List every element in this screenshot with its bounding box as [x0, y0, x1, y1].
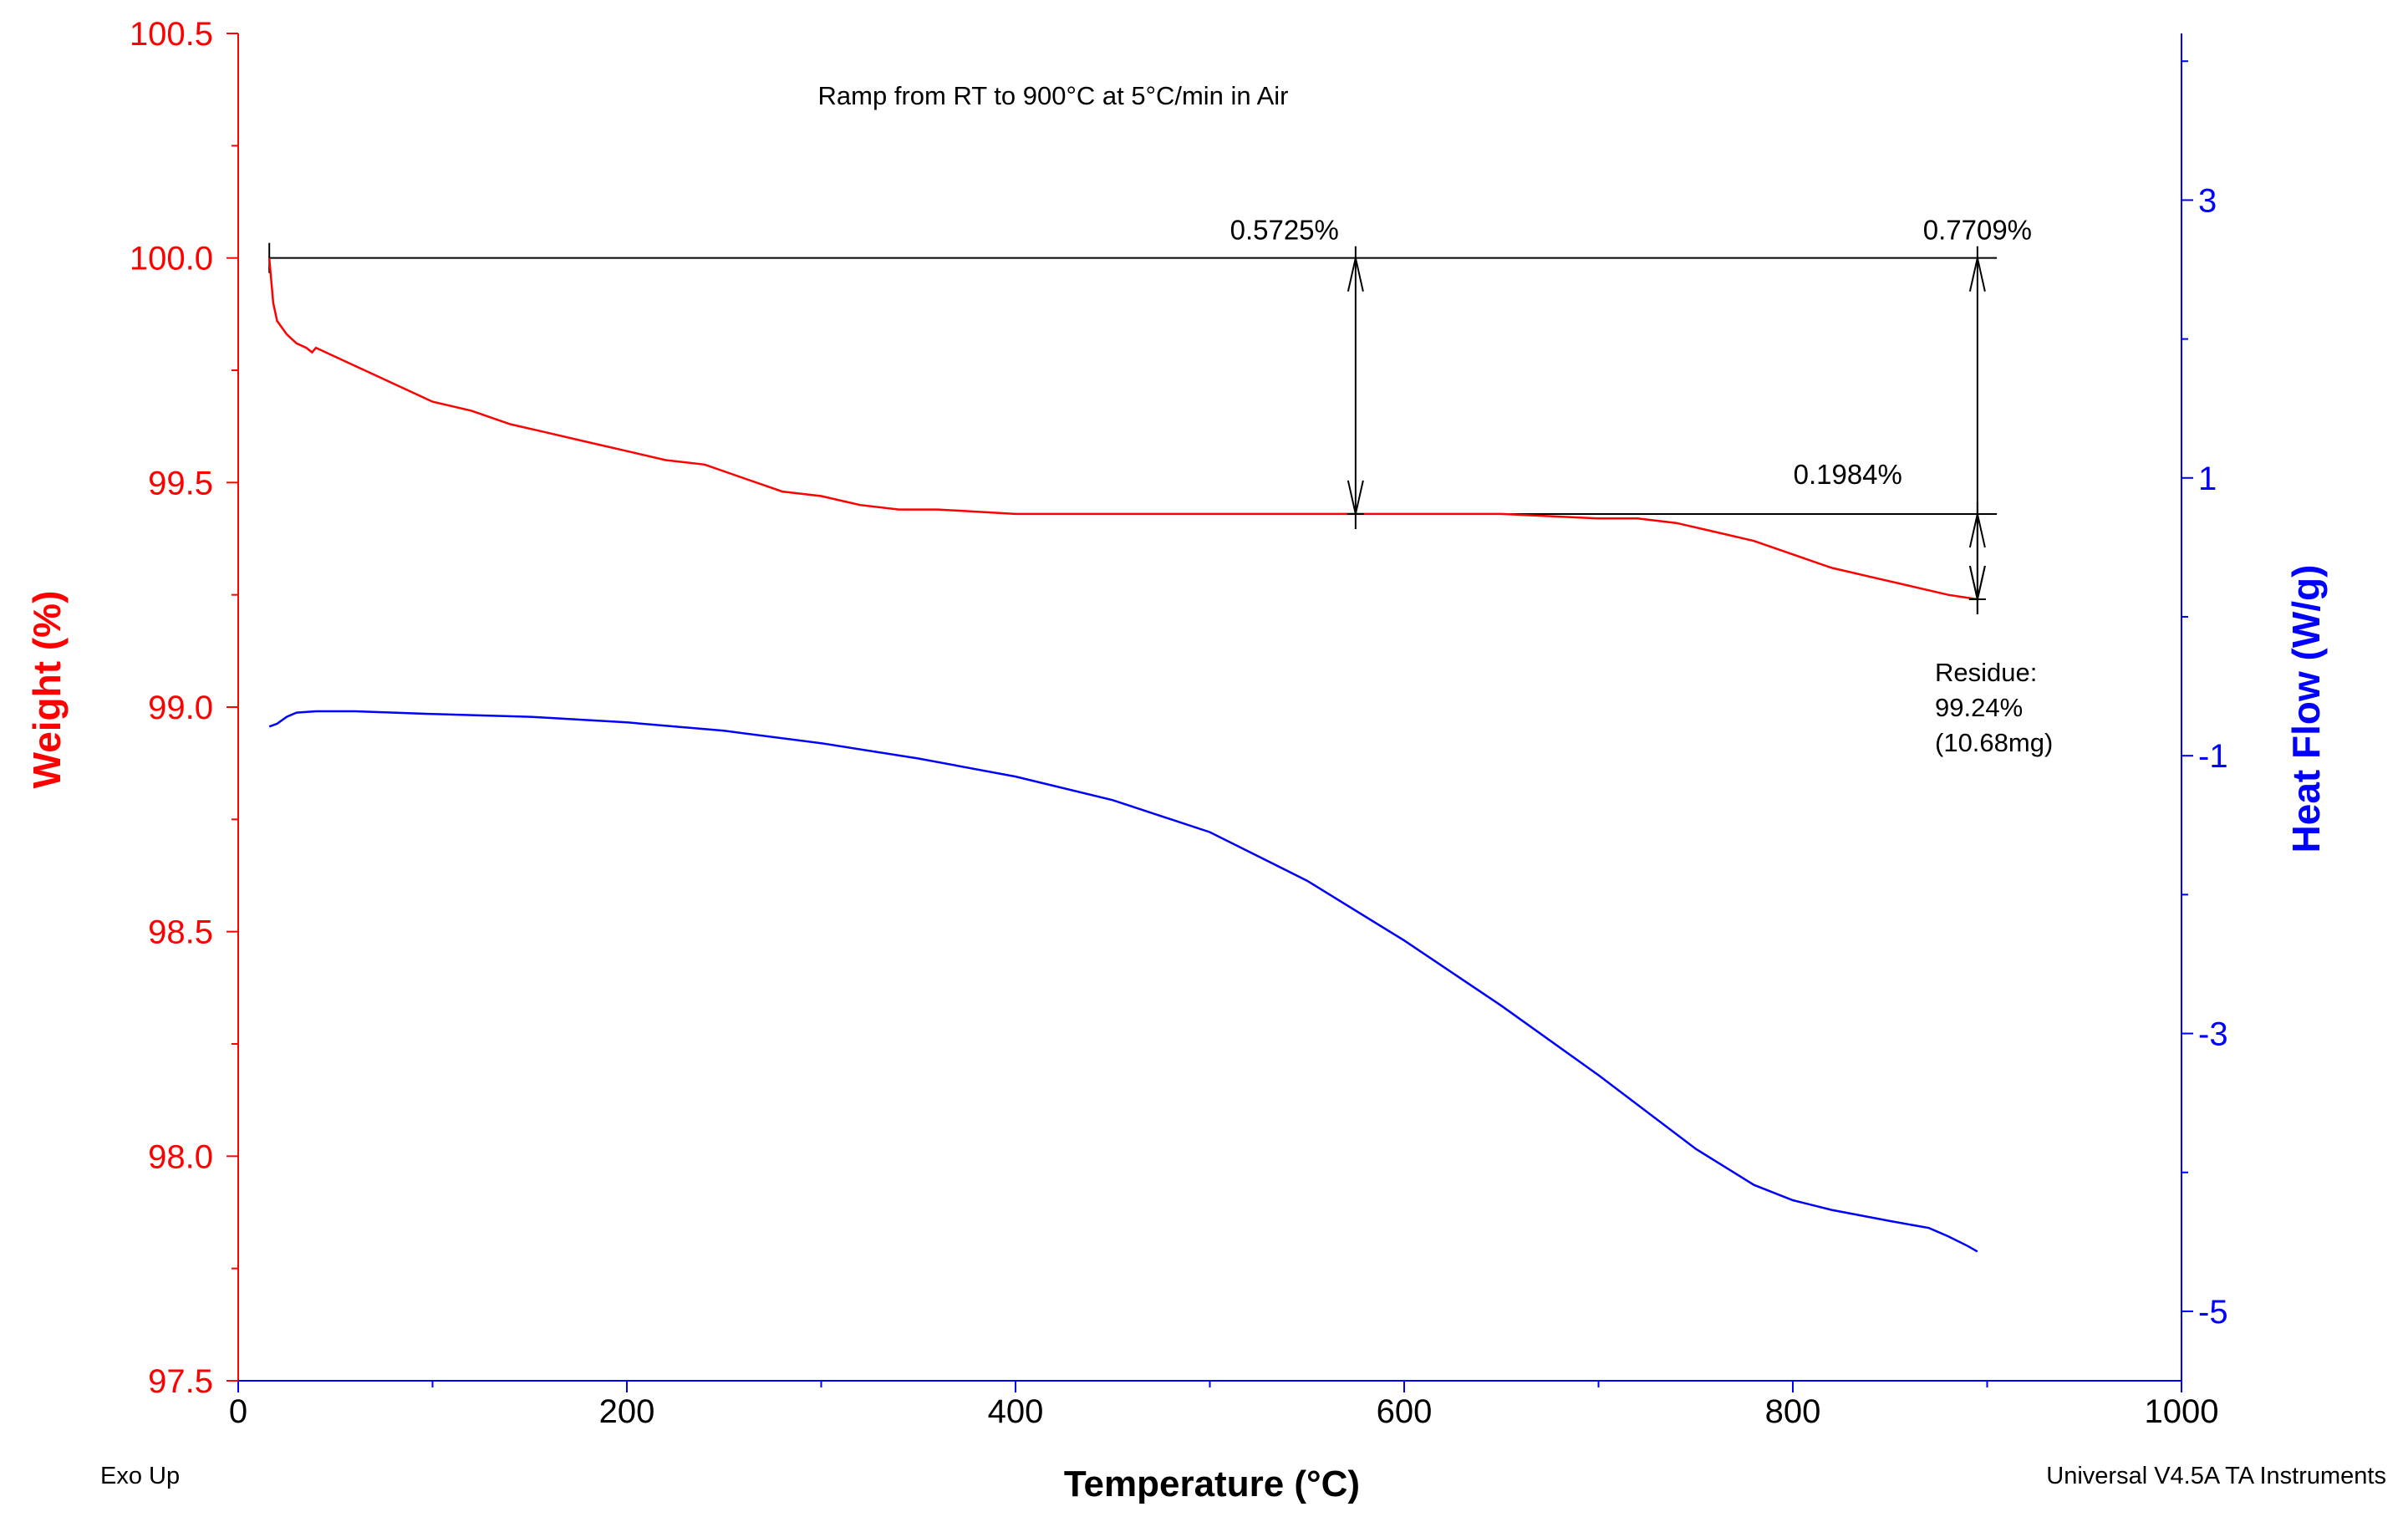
y-left-tick-label: 100.0 — [130, 241, 213, 277]
plot-content: 0 200 400 600 800 1000 97.5 98.0 98.5 99.0 99.5 100… — [130, 16, 2228, 1430]
y-left-tick-label: 99.5 — [148, 465, 213, 501]
y-right-tick-label: 1 — [2198, 461, 2217, 497]
footer-exo-up: Exo Up — [100, 1463, 180, 1489]
y-right-tick-label: -3 — [2198, 1016, 2228, 1053]
y-right-tick-label: -1 — [2198, 738, 2228, 775]
x-axis-title: Temperature (°C) — [1064, 1464, 1360, 1504]
chart-title: Ramp from RT to 900°C at 5°C/min in Air — [818, 81, 1289, 110]
x-tick-label: 600 — [1377, 1393, 1433, 1430]
annotation-label: 0.7709% — [1923, 215, 2032, 246]
y-left-tick-label: 100.5 — [130, 16, 213, 53]
y-left-tick-label: 99.0 — [148, 690, 213, 726]
y-right-tick-label: -5 — [2198, 1294, 2228, 1331]
series-line-weight — [267, 257, 1978, 601]
annotation-arrowhead-up — [1968, 513, 1986, 548]
x-tick-label: 200 — [599, 1393, 655, 1430]
y-left-tick-label: 97.5 — [148, 1363, 213, 1400]
y-left-tick-label: 98.5 — [148, 914, 213, 951]
annotation-arrowhead-up — [1347, 257, 1364, 292]
x-tick-label: 0 — [229, 1393, 247, 1430]
y-left-axis-title: Weight (%) — [25, 591, 69, 789]
y-right-axis-title: Heat Flow (W/g) — [2284, 565, 2328, 853]
residue-label-line2: 99.24% — [1935, 693, 2023, 722]
y-left-tick-label: 98.0 — [148, 1138, 213, 1175]
series-line-heat-flow — [268, 710, 1978, 1253]
annotation-label: 0.1984% — [1794, 459, 1902, 490]
x-tick-label: 800 — [1765, 1393, 1821, 1430]
x-tick-label: 1000 — [2145, 1393, 2219, 1430]
residue-label-line3: (10.68mg) — [1935, 728, 2053, 757]
annotation-arrowhead-up — [1968, 257, 1986, 292]
annotation-label: 0.5725% — [1230, 215, 1339, 246]
y-right-tick-label: 3 — [2198, 182, 2217, 219]
footer-instrument: Universal V4.5A TA Instruments — [2046, 1463, 2386, 1489]
x-tick-label: 400 — [988, 1393, 1044, 1430]
residue-label-line1: Residue: — [1935, 658, 2037, 687]
